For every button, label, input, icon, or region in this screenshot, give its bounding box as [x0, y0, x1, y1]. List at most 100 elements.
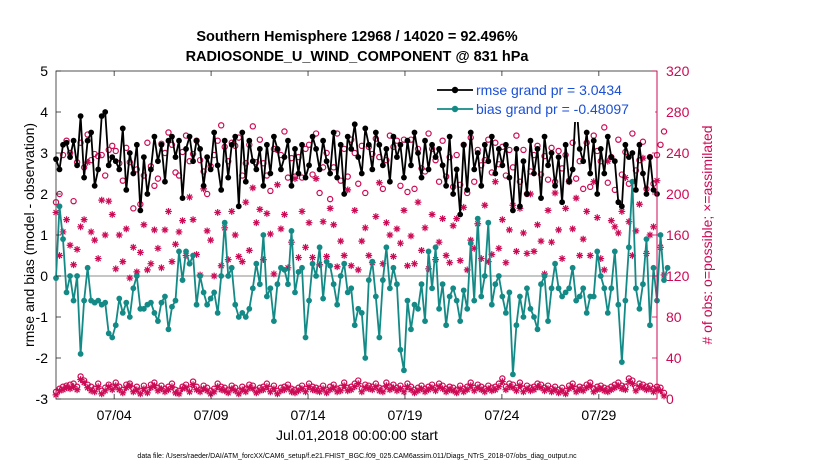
bias-point [327, 262, 334, 269]
bias-point [502, 310, 509, 316]
obs-assimilated-point [544, 207, 552, 214]
obs-assimilated-point [56, 252, 63, 259]
bias-point [232, 301, 239, 308]
bias-point [56, 203, 63, 210]
footnote: data file: /Users/raeder/DAI/ATM_forcXX/… [137, 453, 577, 460]
bias-point [155, 318, 161, 324]
bias-point [158, 299, 165, 306]
obs-assimilated-point [70, 261, 77, 269]
obs-possible-point [572, 175, 580, 182]
bias-point [193, 301, 200, 308]
rmse-point [474, 150, 481, 156]
obs-assimilated-point [56, 387, 63, 395]
rmse-point [492, 170, 499, 177]
bias-point [629, 178, 636, 185]
chart-title-line2: RADIOSONDE_U_WIND_COMPONENT @ 831 hPa [186, 49, 530, 65]
y-left-tick-label: 5 [40, 63, 48, 79]
obs-assimilated-point [520, 229, 527, 237]
obs-assimilated-point [340, 252, 348, 259]
bias-point [288, 228, 295, 234]
bias-point [485, 219, 492, 226]
bias-point [562, 289, 569, 296]
bias-point [348, 285, 355, 292]
obs-assimilated-point [593, 214, 601, 221]
obs-assimilated-point [333, 388, 341, 396]
obs-assimilated-point [347, 262, 355, 270]
obs-assimilated-point [386, 231, 394, 239]
obs-assimilated-point [316, 388, 323, 396]
bias-point [450, 285, 457, 292]
rmse-point [306, 162, 312, 169]
rmse-point [520, 158, 527, 165]
bias-point [555, 285, 562, 292]
obs-possible-point [70, 197, 77, 205]
rmse-point [285, 137, 291, 144]
obs-assimilated-point [463, 386, 471, 394]
obs-assimilated-point [105, 383, 113, 391]
obs-assimilated-point [108, 211, 116, 218]
bias-point [640, 281, 646, 288]
obs-assimilated-point [358, 237, 366, 245]
obs-possible-point [249, 123, 257, 130]
bias-point [495, 273, 502, 279]
obs-assimilated-point [84, 158, 92, 166]
bias-point [309, 260, 316, 267]
y-right-tick-label: 40 [666, 350, 682, 366]
bias-point [119, 310, 126, 316]
rmse-point [559, 199, 566, 206]
obs-possible-point [435, 178, 443, 185]
rmse-point [281, 154, 288, 161]
rmse-point [517, 203, 523, 210]
rmse-point [583, 129, 590, 136]
rmse-point [133, 141, 140, 148]
bias-point [439, 281, 446, 288]
bias-point [306, 297, 312, 304]
y-axis-right: 0 40 80 120 160 200 240 280 320 [652, 63, 690, 407]
obs-assimilated-point [147, 260, 155, 268]
obs-assimilated-point [94, 383, 102, 391]
rmse-point [425, 166, 432, 173]
obs-assimilated-point [393, 387, 401, 395]
bias-point [183, 248, 189, 255]
rmse-point [443, 182, 450, 189]
y-right-tick-label: 200 [666, 186, 690, 202]
rmse-point [207, 166, 214, 173]
obs-assimilated-point [621, 174, 629, 181]
bias-point [386, 285, 393, 292]
obs-assimilated-point [551, 386, 559, 394]
obs-assimilated-point [505, 383, 513, 391]
bias-point [281, 266, 288, 273]
rmse-point [183, 146, 189, 152]
y-right-tick-label: 280 [666, 104, 690, 120]
bias-point [313, 273, 319, 279]
obs-assimilated-point [316, 261, 323, 269]
bias-point [661, 277, 667, 283]
obs-assimilated-point [302, 243, 309, 251]
obs-assimilated-point [390, 253, 397, 260]
obs-assimilated-point [530, 248, 538, 255]
obs-assimilated-point [372, 213, 380, 220]
obs-possible-point [316, 189, 323, 197]
y-left-tick-label: -2 [36, 350, 49, 366]
obs-assimilated-point [344, 186, 352, 194]
obs-assimilated-point [59, 386, 67, 394]
obs-assimilated-point [460, 203, 468, 211]
bias-point [116, 295, 123, 302]
rmse-point [337, 141, 344, 148]
obs-assimilated-point [323, 389, 331, 397]
rmse-point [566, 178, 573, 185]
rmse-point [313, 146, 319, 152]
rmse-point [53, 156, 59, 163]
rmse-point [246, 137, 253, 144]
obs-assimilated-point [435, 238, 443, 246]
obs-assimilated-point [200, 185, 208, 193]
obs-assimilated-point [548, 238, 555, 246]
rmse-point [488, 133, 495, 140]
obs-assimilated-point [87, 228, 95, 236]
rmse-point [506, 174, 513, 181]
bias-point [425, 248, 432, 255]
obs-assimilated-point [330, 384, 338, 392]
bias-point [323, 258, 330, 265]
bias-point [446, 293, 453, 300]
rmse-point [105, 162, 112, 169]
